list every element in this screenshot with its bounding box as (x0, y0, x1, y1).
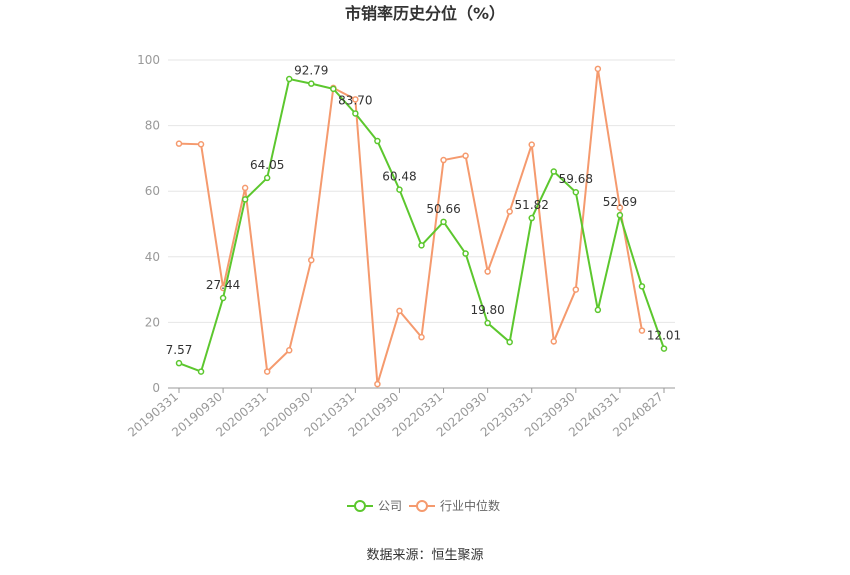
data-point[interactable] (572, 188, 580, 196)
data-label: 27.44 (206, 278, 240, 292)
data-label: 7.57 (166, 343, 193, 357)
data-point[interactable] (638, 327, 646, 334)
legend-item-0[interactable]: 公司 (347, 499, 402, 513)
data-point[interactable] (440, 218, 447, 226)
data-point[interactable] (550, 168, 558, 175)
data-point[interactable] (506, 208, 513, 215)
data-point[interactable] (616, 211, 624, 219)
data-point[interactable] (528, 214, 535, 222)
y-axis-tick-labels: 0 20 40 60 80 100 (137, 53, 160, 395)
series-1 (175, 65, 646, 388)
data-point[interactable] (197, 141, 205, 148)
data-point[interactable] (263, 174, 271, 182)
y-tick-label: 20 (145, 315, 160, 329)
data-point[interactable] (418, 333, 425, 341)
y-tick-label: 80 (145, 119, 160, 133)
data-point[interactable] (594, 306, 602, 314)
data-label: 64.05 (250, 158, 284, 172)
data-point[interactable] (263, 368, 271, 375)
data-point[interactable] (594, 65, 602, 73)
data-point[interactable] (285, 75, 293, 83)
data-point[interactable] (330, 85, 337, 93)
data-point[interactable] (484, 319, 491, 327)
data-point[interactable] (219, 294, 227, 302)
data-point[interactable] (396, 307, 403, 315)
data-label: 50.66 (426, 202, 460, 216)
data-point[interactable] (197, 368, 205, 375)
y-tick-label: 100 (137, 53, 160, 67)
y-tick-label: 0 (152, 381, 160, 395)
data-point[interactable] (462, 152, 469, 160)
data-point[interactable] (285, 347, 293, 354)
y-tick-label: 40 (145, 250, 160, 264)
data-point[interactable] (352, 110, 359, 117)
data-label: 83.70 (338, 93, 372, 107)
legend[interactable]: 公司 行业中位数 (347, 498, 500, 513)
data-point[interactable] (638, 283, 646, 290)
data-point[interactable] (418, 242, 425, 249)
legend-marker (354, 500, 366, 512)
data-point[interactable] (374, 380, 381, 388)
data-point[interactable] (175, 140, 183, 147)
data-point[interactable] (616, 204, 624, 211)
data-point[interactable] (506, 338, 513, 346)
series-0 (175, 75, 668, 375)
data-point[interactable] (528, 141, 535, 148)
y-tick-label: 60 (145, 184, 160, 198)
data-point[interactable] (440, 156, 447, 164)
series-line (178, 68, 643, 385)
series-layer (175, 65, 668, 388)
data-point[interactable] (550, 338, 558, 345)
source-text: 数据来源：恒生聚源 (366, 548, 483, 563)
x-axis: 2019033120190930202003312020093020210331… (125, 387, 675, 440)
data-point[interactable] (572, 286, 580, 293)
data-point[interactable] (396, 186, 403, 193)
data-label: 51.82 (515, 198, 549, 212)
data-point[interactable] (462, 250, 469, 257)
data-label: 52.69 (603, 195, 637, 209)
data-point[interactable] (484, 268, 491, 275)
legend-label: 行业中位数 (440, 498, 500, 513)
data-point[interactable] (241, 184, 249, 192)
data-point[interactable] (660, 345, 668, 352)
data-label: 59.68 (559, 172, 593, 186)
data-label: 12.01 (647, 329, 681, 343)
data-label: 92.79 (294, 64, 328, 78)
data-point[interactable] (352, 96, 359, 103)
legend-item-1[interactable]: 行业中位数 (409, 498, 500, 513)
data-point[interactable] (241, 196, 249, 203)
data-label: 60.48 (382, 170, 416, 184)
legend-marker (416, 500, 428, 512)
data-point[interactable] (175, 359, 183, 367)
data-point[interactable] (308, 80, 315, 87)
legend-label: 公司 (378, 499, 402, 513)
chart-title: 市销率历史分位（%） (345, 4, 505, 23)
data-point[interactable] (374, 137, 381, 145)
data-label: 19.80 (470, 303, 504, 317)
data-labels: 7.57 27.44 64.05 92.79 83.70 60.48 50.66 19.80 5… (166, 64, 682, 358)
data-point[interactable] (308, 256, 315, 264)
series-line (178, 77, 665, 373)
